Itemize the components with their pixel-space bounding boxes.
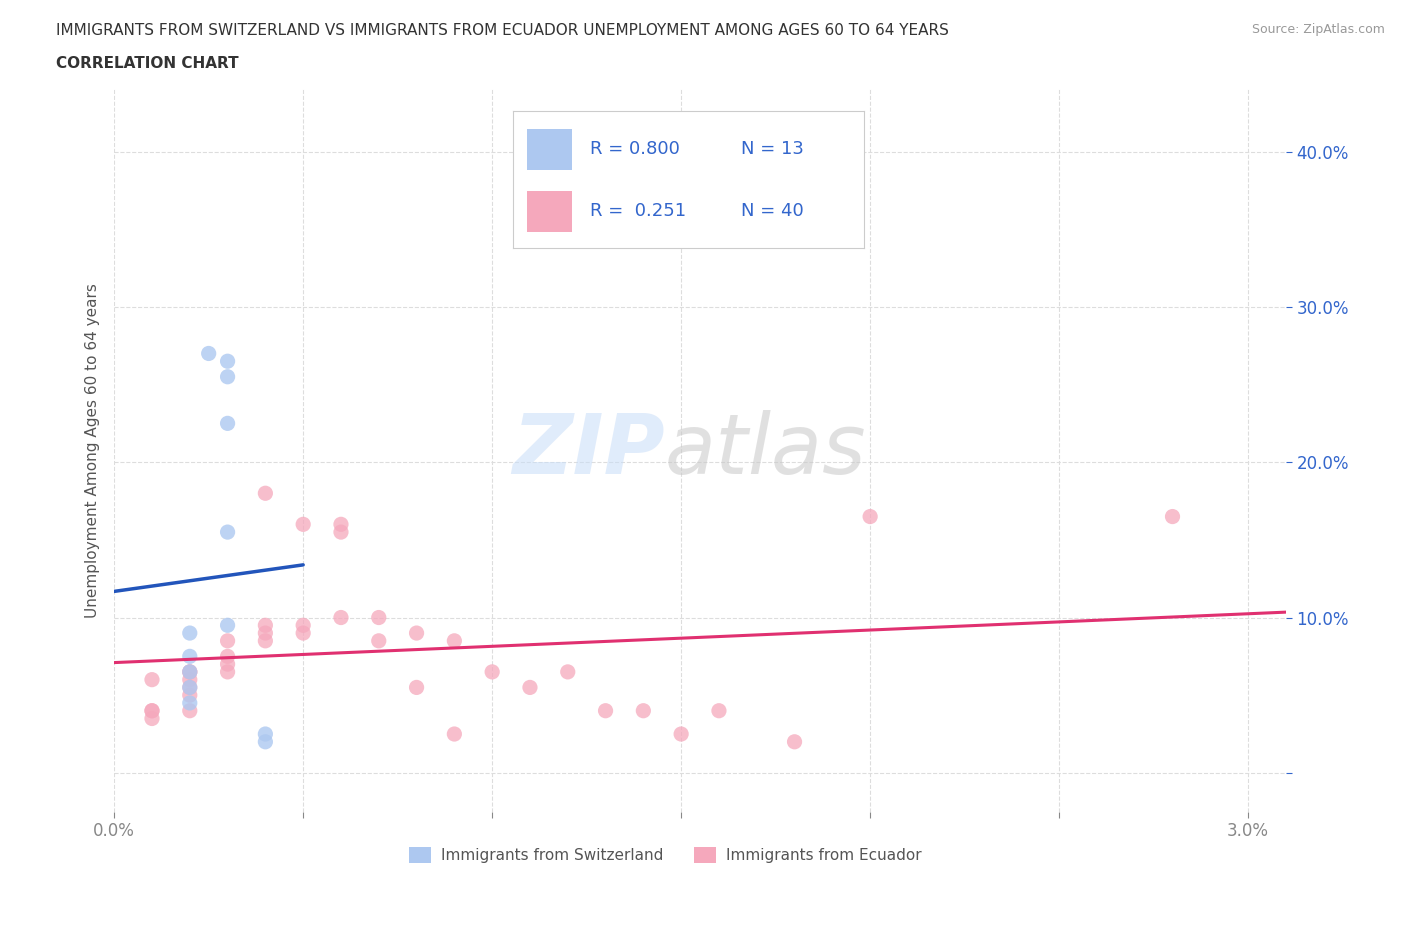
Point (179, 664, 201, 679)
Point (217, 633, 239, 648)
Text: Source: ZipAtlas.com: Source: ZipAtlas.com (1251, 23, 1385, 36)
Point (443, 726, 465, 741)
Point (292, 626, 315, 641)
Point (405, 626, 427, 641)
Point (367, 633, 389, 648)
Point (217, 649, 239, 664)
Point (330, 517, 353, 532)
Point (859, 509, 882, 524)
Point (633, 703, 655, 718)
Point (783, 735, 806, 750)
Point (179, 680, 201, 695)
Point (179, 703, 201, 718)
Point (254, 726, 277, 741)
Point (443, 633, 465, 648)
Point (141, 711, 163, 726)
Point (254, 485, 277, 500)
Legend: Immigrants from Switzerland, Immigrants from Ecuador: Immigrants from Switzerland, Immigrants … (402, 841, 928, 869)
Text: IMMIGRANTS FROM SWITZERLAND VS IMMIGRANTS FROM ECUADOR UNEMPLOYMENT AMONG AGES 6: IMMIGRANTS FROM SWITZERLAND VS IMMIGRANT… (56, 23, 949, 38)
Point (254, 626, 277, 641)
Point (595, 703, 617, 718)
Point (217, 525, 239, 539)
Point (179, 680, 201, 695)
Point (179, 649, 201, 664)
Text: CORRELATION CHART: CORRELATION CHART (56, 56, 239, 71)
Point (669, 726, 692, 741)
Point (141, 703, 163, 718)
Point (179, 664, 201, 679)
Point (217, 664, 239, 679)
Point (179, 626, 201, 641)
Point (707, 703, 730, 718)
Point (481, 664, 503, 679)
Point (367, 610, 389, 625)
Point (254, 618, 277, 632)
Point (179, 672, 201, 687)
Point (179, 696, 201, 711)
Point (217, 416, 239, 431)
Point (217, 618, 239, 632)
Point (254, 735, 277, 750)
Point (217, 657, 239, 671)
Point (519, 680, 541, 695)
Y-axis label: Unemployment Among Ages 60 to 64 years: Unemployment Among Ages 60 to 64 years (86, 283, 100, 618)
Point (330, 525, 353, 539)
Point (179, 664, 201, 679)
Point (141, 703, 163, 718)
Point (330, 610, 353, 625)
Point (197, 346, 219, 361)
Point (217, 369, 239, 384)
Text: atlas: atlas (665, 410, 866, 491)
Text: ZIP: ZIP (512, 410, 665, 491)
Point (292, 517, 315, 532)
Point (217, 353, 239, 368)
Point (557, 664, 579, 679)
Point (179, 688, 201, 703)
Point (254, 633, 277, 648)
Point (1161, 509, 1184, 524)
Point (141, 672, 163, 687)
Point (405, 680, 427, 695)
Point (292, 618, 315, 632)
